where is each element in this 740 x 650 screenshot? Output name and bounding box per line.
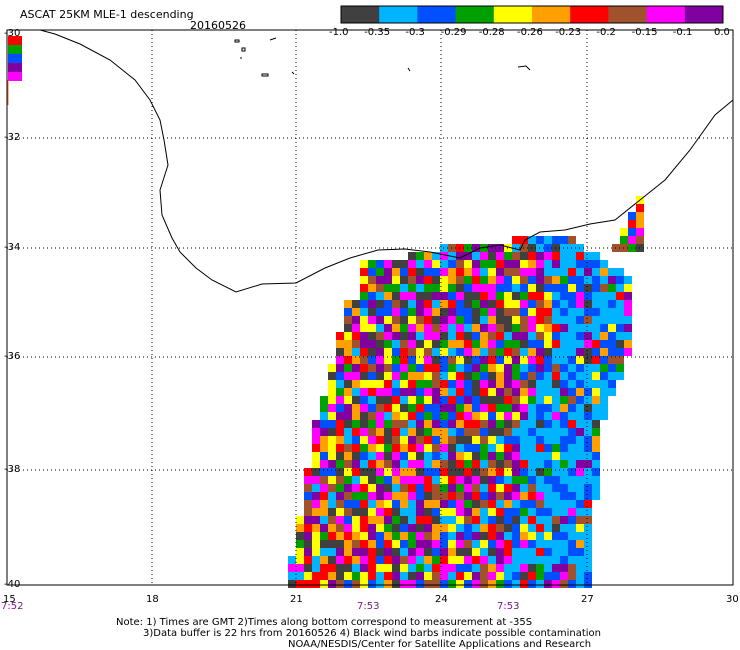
footnote-line: Note: 1) Times are GMT 2)Times along bot…	[116, 617, 533, 628]
colorbar-label: -0.35	[364, 27, 391, 38]
colorbar-label: -0.28	[478, 27, 505, 38]
lat-label: -36	[4, 351, 21, 362]
mini-colorbar-segment	[8, 72, 22, 81]
colorbar-label: -0.15	[631, 27, 658, 38]
lon-label: 27	[581, 594, 594, 605]
mini-colorbar-segment	[8, 45, 22, 54]
colorbar-label: -0.29	[440, 27, 467, 38]
lat-label: -34	[4, 242, 21, 253]
colorbar-segment	[417, 6, 457, 23]
colorbar-segment	[493, 6, 533, 23]
colorbar-label: -0.1	[672, 27, 693, 38]
colorbar-label: -0.3	[405, 27, 425, 38]
colorbar-label: -0.23	[555, 27, 582, 38]
lon-label: 18	[146, 594, 159, 605]
colorbar-segment	[455, 6, 495, 23]
colorbar-segment	[379, 6, 418, 23]
mini-colorbar-segment	[8, 36, 22, 45]
map-date: 20160526	[190, 19, 246, 32]
colorbar-label: 0.0	[714, 27, 730, 38]
colorbar-segment	[684, 6, 724, 23]
coastline	[7, 29, 734, 293]
colorbar-label: -1.0	[329, 27, 349, 38]
lon-label: 15	[3, 594, 16, 605]
lat-label: -30	[4, 28, 21, 39]
lon-label: 24	[435, 594, 448, 605]
colorbar-label: -0.2	[596, 27, 616, 38]
map-title: ASCAT 25KM MLE-1 descending	[20, 8, 194, 21]
time-label: 7:52	[1, 601, 24, 612]
colorbar-segment	[570, 6, 609, 23]
footnote-line: 3)Data buffer is 22 hrs from 20160526 4)…	[143, 628, 601, 639]
colorbar-label: -0.26	[517, 27, 543, 38]
footnote-line: NOAA/NESDIS/Center for Satellite Applica…	[288, 639, 592, 650]
mini-colorbar-segment	[8, 63, 22, 72]
mini-colorbar	[7, 36, 22, 105]
lat-label: -38	[4, 464, 21, 475]
time-label: 7:53	[497, 601, 520, 612]
lon-label: 30	[726, 594, 739, 605]
colorbar-segment	[646, 6, 686, 23]
mini-colorbar-segment	[8, 54, 22, 63]
colorbar-strip	[340, 5, 724, 24]
lat-label: -40	[4, 579, 21, 590]
lat-lon-grid	[7, 30, 733, 585]
colorbar-segment	[341, 6, 380, 23]
scatterometer-swath	[288, 196, 644, 588]
colorbar-segment	[608, 6, 648, 23]
time-label: 7:53	[357, 601, 380, 612]
lon-label: 21	[290, 594, 303, 605]
lat-label: -32	[4, 132, 21, 143]
colorbar-segment	[532, 6, 571, 23]
